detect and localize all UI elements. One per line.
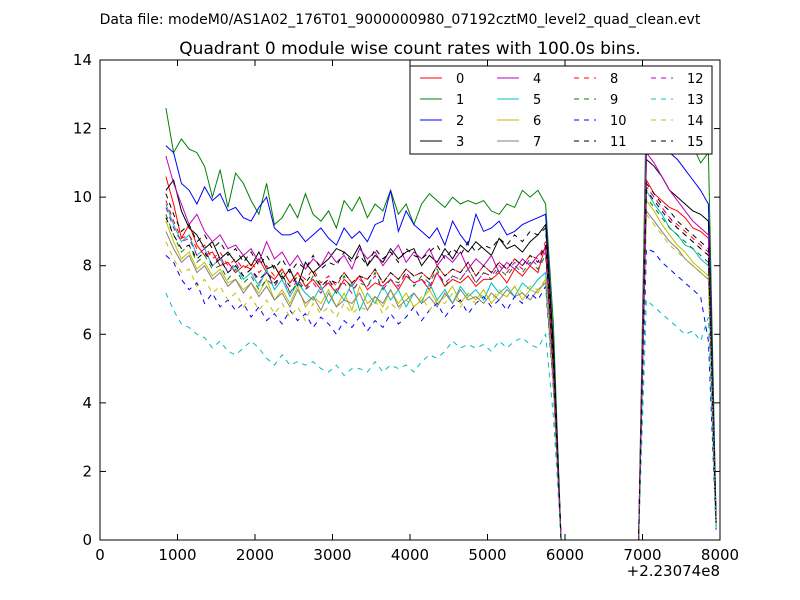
legend-label: 5	[533, 93, 541, 108]
y-tick-label: 8	[82, 257, 92, 275]
legend-label: 4	[533, 72, 541, 87]
y-tick-label: 6	[82, 325, 92, 343]
series-line-11	[165, 181, 717, 541]
y-tick-label: 14	[73, 51, 92, 69]
series-line-4	[165, 151, 717, 541]
legend-label: 15	[687, 135, 704, 150]
x-tick-label: 7000	[623, 546, 661, 564]
legend-label: 0	[456, 72, 464, 87]
series-line-1	[165, 97, 717, 541]
series-line-13	[165, 292, 717, 541]
x-tick-label: 4000	[391, 546, 429, 564]
legend-label: 3	[456, 135, 464, 150]
legend-box	[409, 65, 713, 155]
chart-suptitle: Data file: modeM0/AS1A02_176T01_90000009…	[100, 12, 701, 28]
legend-label: 1	[456, 93, 464, 108]
legend-label: 8	[610, 72, 618, 87]
series-line-10	[165, 247, 717, 541]
x-tick-label: 2000	[236, 546, 274, 564]
x-tick-label: 8000	[701, 546, 739, 564]
legend-label: 9	[610, 93, 618, 108]
legend-label: 13	[687, 93, 704, 108]
series-line-12	[165, 185, 717, 541]
x-tick-label: 6000	[546, 546, 584, 564]
y-tick-label: 0	[82, 531, 92, 549]
legend-label: 14	[687, 114, 704, 129]
series-layer	[165, 97, 717, 541]
series-line-3	[165, 158, 717, 541]
series-line-5	[165, 188, 717, 541]
x-axis-offset-label: +2.23074e8	[627, 562, 720, 580]
series-line-14	[165, 212, 717, 541]
y-tick-label: 10	[73, 188, 92, 206]
series-line-2	[165, 118, 717, 541]
y-tick-label: 4	[82, 394, 92, 412]
x-tick-label: 1000	[158, 546, 196, 564]
legend-label: 12	[687, 72, 704, 87]
y-tick-label: 2	[82, 462, 92, 480]
axis-layer: 0 1000 2000 3000 4000 5000 6000 7000 80000246810…	[73, 51, 739, 564]
series-line-0	[165, 176, 717, 541]
y-tick-label: 12	[73, 120, 92, 138]
x-tick-label: 5000	[468, 546, 506, 564]
legend-label: 6	[533, 114, 541, 129]
x-tick-label: 3000	[313, 546, 351, 564]
legend-label: 7	[533, 135, 541, 150]
x-tick-label: 0	[95, 546, 105, 564]
series-line-8	[165, 185, 717, 541]
series-line-15	[165, 188, 717, 541]
legend-label: 2	[456, 114, 464, 129]
chart-title: Quadrant 0 module wise count rates with …	[179, 39, 640, 59]
legend-label: 11	[610, 135, 627, 150]
legend-label: 10	[610, 114, 627, 129]
series-line-9	[165, 195, 717, 541]
